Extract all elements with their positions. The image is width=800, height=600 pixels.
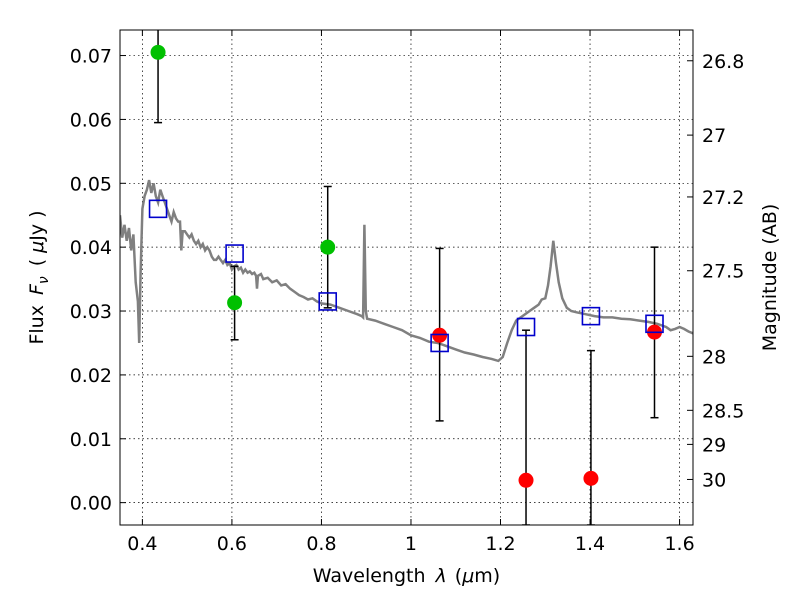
model-point-square	[645, 314, 664, 334]
x-tick-label: 0.4	[127, 533, 157, 555]
y-tick-label: 0.04	[70, 237, 112, 259]
y2-tick-label: 29	[702, 434, 726, 456]
data-point-circle	[150, 44, 166, 60]
error-bars	[154, 30, 659, 525]
model-point-square	[225, 244, 244, 263]
x-axis-title: Wavelength λ (μm)	[313, 565, 500, 587]
data-point-circle	[432, 327, 448, 343]
y-tick-label: 0.02	[70, 365, 112, 387]
axes-frame	[119, 29, 694, 526]
y2-axis-title: Magnitude (AB)	[759, 204, 781, 352]
y2-tick-label: 30	[702, 469, 726, 491]
y2-tick-label: 27.2	[702, 187, 744, 209]
y2-tick-label: 26.8	[702, 51, 744, 73]
x-tick-label: 0.8	[306, 533, 336, 555]
x-tick-label: 1.2	[485, 533, 515, 555]
data-point-circle	[320, 239, 336, 255]
y2-tick-label: 28	[702, 346, 726, 368]
y-tick-label: 0.06	[70, 109, 112, 131]
model-point-square	[516, 317, 536, 337]
model-point-square	[581, 306, 601, 326]
y2-tick-label: 28.5	[702, 400, 744, 422]
y-tick-label: 0.03	[70, 301, 112, 323]
data-markers	[148, 44, 664, 488]
data-point-circle	[518, 472, 534, 488]
x-tick-label: 1.6	[664, 533, 694, 555]
model-point-square	[318, 292, 338, 311]
x-tick-label: 1.4	[575, 533, 605, 555]
y-tick-label: 0.07	[70, 46, 112, 68]
y2-tick-label: 27	[702, 125, 726, 147]
grid-lines	[120, 30, 693, 525]
data-point-circle	[583, 470, 599, 486]
axis-ticks: 0.4 0.6 0.8 1 1.2 1.4 1.6 0.00 0.01 0.02 0.03 0.04 0…	[70, 30, 744, 555]
model-point-square	[148, 199, 168, 219]
x-tick-label: 0.6	[217, 533, 247, 555]
y-axis-title: FluxFν(μJy )	[26, 210, 52, 344]
x-tick-label: 1	[405, 533, 417, 555]
y-tick-label: 0.00	[70, 493, 112, 515]
template-spectrum-line	[120, 179, 693, 363]
y2-tick-label: 27.5	[702, 261, 744, 283]
y-tick-label: 0.05	[70, 173, 112, 195]
y-tick-label: 0.01	[70, 429, 112, 451]
model-point-square	[430, 333, 449, 353]
data-point-circle	[227, 295, 243, 311]
plot-area	[120, 30, 693, 525]
